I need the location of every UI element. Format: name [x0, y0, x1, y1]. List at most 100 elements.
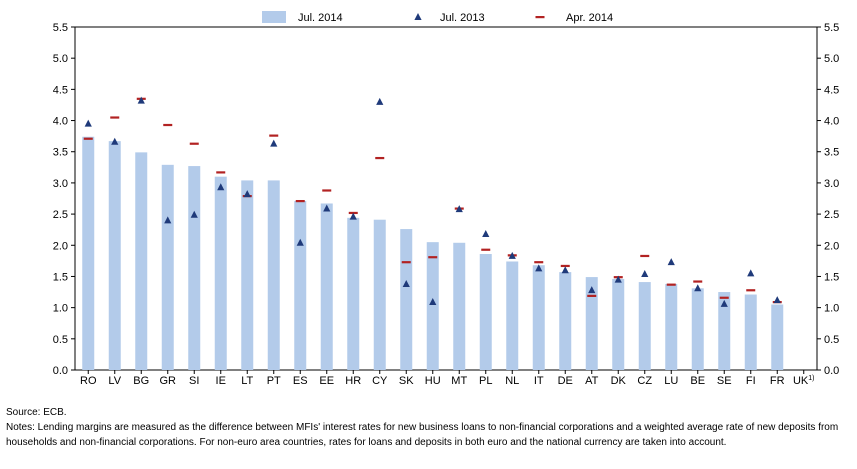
dash-lu [666, 283, 676, 286]
y-tick-label-left: 1.0 [53, 303, 68, 315]
y-tick-label-left: 5.5 [53, 22, 68, 34]
y-tick-label-left: 3.0 [53, 178, 68, 190]
methodology-note: Notes: Lending margins are measured as t… [6, 422, 839, 448]
triangle-pt [270, 139, 278, 147]
x-tick-label-cz: CZ [637, 375, 652, 387]
x-tick-label-cy: CY [372, 375, 388, 387]
triangle-lu [667, 258, 675, 266]
triangle-lv [111, 137, 119, 145]
triangle-si [190, 210, 198, 218]
dash-sk [401, 261, 411, 264]
dash-be [693, 280, 703, 283]
y-tick-label-right: 4.5 [824, 84, 839, 96]
bar-bg [135, 152, 148, 370]
dash-at [587, 294, 597, 297]
dash-ee [322, 189, 332, 192]
x-tick-label-mt: MT [451, 375, 467, 387]
dash-es [295, 199, 305, 203]
triangle-de [561, 266, 569, 274]
x-tick-label-dk: DK [611, 375, 627, 387]
y-tick-label-right: 0.5 [824, 334, 839, 346]
bar-fr [771, 304, 784, 370]
x-tick-label-lu: LU [664, 375, 678, 387]
legend-label-jul-2014: Jul. 2014 [298, 12, 343, 24]
legend-label-jul-2013: Jul. 2013 [440, 12, 485, 24]
x-tick-label-ro: RO [80, 375, 97, 387]
dash-se [719, 296, 729, 299]
y-tick-label-right: 1.0 [824, 303, 839, 315]
y-tick-label-left: 5.0 [53, 53, 68, 65]
triangle-it [535, 264, 543, 272]
lending-margins-chart: Jul. 2014 Jul. 2013 Apr. 2014 0.0 0.0 0.5 0.5… [53, 11, 840, 387]
bar-es [294, 200, 307, 370]
bar-gr [161, 164, 174, 370]
dash-ie [216, 171, 226, 174]
triangle-ro [84, 119, 92, 127]
triangle-ie [217, 183, 225, 191]
y-tick-label-left: 2.0 [53, 240, 68, 252]
triangle-fi [747, 269, 755, 277]
dash-hu [428, 256, 438, 259]
dash-cz [640, 254, 650, 258]
footnote-marker: 1) [808, 375, 814, 382]
y-tick-label-right: 5.0 [824, 53, 839, 65]
source-note: Source: ECB. [6, 407, 67, 418]
y-tick-label-left: 1.5 [53, 271, 68, 283]
y-tick-label-right: 0.0 [824, 365, 839, 377]
bar-lt [241, 180, 254, 370]
dash-ro [83, 137, 93, 140]
triangle-fr [773, 296, 781, 304]
bar-sk [400, 229, 413, 370]
dash-si [189, 142, 199, 145]
triangle-hu [429, 298, 437, 306]
bar-se [718, 292, 731, 370]
triangle-gr [164, 216, 172, 224]
bar-cz [638, 282, 651, 370]
bar-it [532, 265, 545, 370]
plot-area: 0.0 0.0 0.5 0.5 1.0 1.0 1.5 1.5 2.0 2.0 2.5 2.5 3.0 3… [53, 22, 840, 387]
triangle-mt [455, 205, 463, 213]
x-tick-label-nl: NL [505, 375, 519, 387]
x-tick-label-se: SE [717, 375, 732, 387]
triangle-se [720, 299, 728, 307]
x-tick-label-fi: FI [746, 375, 756, 387]
y-tick-label-right: 4.0 [824, 116, 839, 128]
x-tick-label-fr: FR [770, 375, 785, 387]
triangle-sk [402, 279, 410, 287]
x-tick-label-it: IT [534, 375, 544, 387]
chart-notes: Source: ECB. Notes: Lending margins are … [6, 405, 851, 450]
bar-de [559, 272, 572, 370]
bar-mt [453, 242, 466, 370]
bar-ro [82, 136, 95, 370]
x-tick-label-pt: PT [267, 375, 281, 387]
x-tick-label-lt: LT [241, 375, 253, 387]
triangle-hr [349, 212, 357, 220]
dash-it [534, 261, 544, 264]
x-tick-label-hu: HU [425, 375, 441, 387]
bar-si [188, 166, 201, 370]
x-tick-label-ie: IE [216, 375, 226, 387]
plot-frame [74, 26, 818, 371]
y-tick-label-left: 4.5 [53, 84, 68, 96]
bar-pl [479, 254, 492, 370]
dash-fi [746, 289, 756, 292]
x-tick-label-bg: BG [133, 375, 149, 387]
y-tick-label-right: 2.5 [824, 209, 839, 221]
triangle-lt [243, 190, 251, 198]
legend-swatch-bar [262, 11, 286, 23]
triangle-cy [376, 97, 384, 105]
x-tick-label-hr: HR [345, 375, 361, 387]
triangle-nl [508, 251, 516, 259]
bar-hr [347, 217, 360, 370]
bar-fi [744, 294, 757, 370]
triangle-bg [137, 96, 145, 104]
dash-pt [269, 134, 279, 137]
bar-be [691, 288, 704, 370]
bar-at [585, 277, 598, 370]
triangle-es [296, 238, 304, 246]
bar-lu [665, 283, 678, 370]
y-tick-label-left: 3.5 [53, 147, 68, 159]
y-tick-label-left: 0.5 [53, 334, 68, 346]
triangle-at [588, 286, 596, 294]
x-tick-label-de: DE [558, 375, 573, 387]
